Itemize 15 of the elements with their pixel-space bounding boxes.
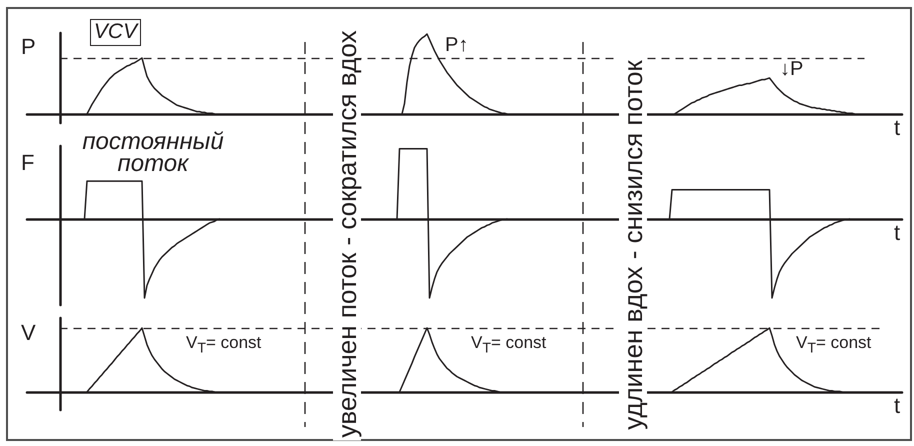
y-axis-title: V — [21, 320, 36, 346]
annotation: ↓P — [780, 58, 804, 81]
y-axis-title: F — [21, 150, 34, 176]
text-frame: VCV — [90, 19, 141, 46]
y-axis-title: P — [21, 34, 36, 60]
annotation: постоянный поток — [81, 128, 225, 177]
x-axis-title: t — [894, 220, 900, 245]
annotation: удлинен вдох - снизился поток — [618, 57, 648, 433]
annotation: увеличен поток - сократился вдох — [332, 27, 362, 441]
annotation: V$_{T}$= const — [186, 333, 262, 357]
annotation: V$_{T}$= const — [796, 333, 872, 357]
x-axis-title: t — [894, 115, 900, 140]
annotation: P↑ — [445, 34, 468, 57]
annotation: V$_{T}$= const — [471, 333, 546, 357]
x-axis-title: t — [894, 393, 900, 418]
